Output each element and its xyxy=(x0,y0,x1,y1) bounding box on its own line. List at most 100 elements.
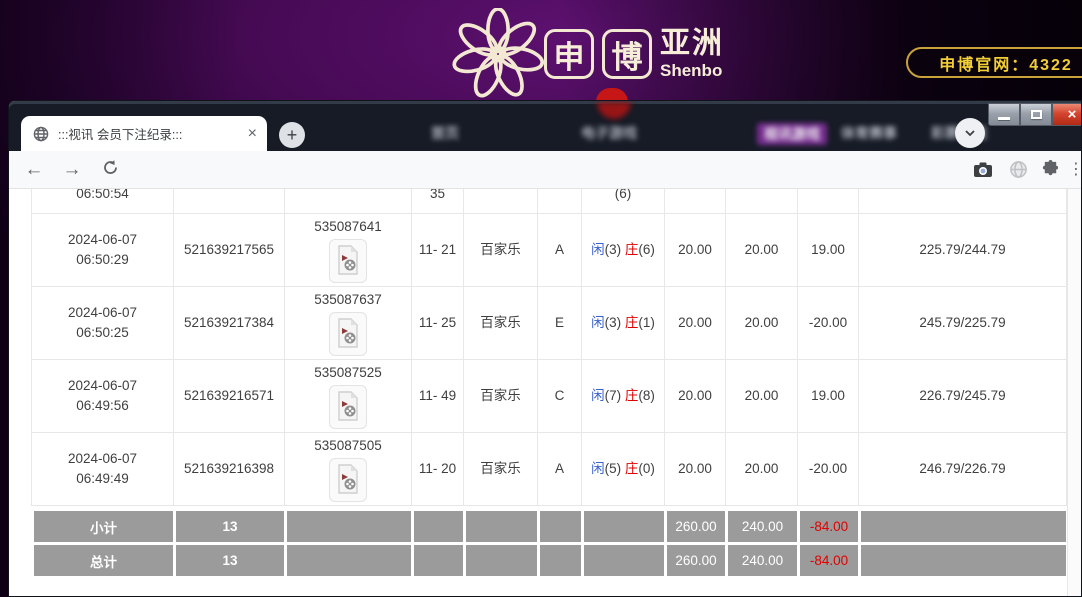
new-tab-button[interactable]: + xyxy=(279,122,305,148)
total-count: 13 xyxy=(173,542,287,579)
cell-seat: C xyxy=(537,359,582,433)
cell-valid-amount: 20.00 xyxy=(725,286,798,360)
video-file-icon[interactable] xyxy=(329,238,367,283)
subtotal-count: 13 xyxy=(173,508,287,545)
subtotal-winloss: -84.00 xyxy=(797,508,861,545)
cell-seat: E xyxy=(537,286,582,360)
chevron-down-icon xyxy=(965,130,975,137)
cell-balance: 246.79/226.79 xyxy=(858,432,1067,506)
site-nav-sports[interactable]: 体育赛事 xyxy=(841,125,897,141)
cell-table-fragment: 35 xyxy=(429,189,446,201)
total-label: 总计 xyxy=(31,542,176,579)
forward-button[interactable]: → xyxy=(62,159,82,180)
extensions-puzzle-icon[interactable] xyxy=(1041,160,1061,180)
video-file-icon[interactable] xyxy=(329,384,367,429)
tab-title: :::视讯 会员下注纪录::: xyxy=(58,128,183,142)
browser-toolbar: ← → tiexian.tel/ipl/portal.php/game/betr… xyxy=(9,151,1081,234)
subtotal-row: 小计 13 260.00 240.00 -84.00 xyxy=(31,508,1067,545)
camera-icon[interactable] xyxy=(973,160,993,180)
summary-table: 小计 13 260.00 240.00 -84.00 总计 13 260.00 … xyxy=(31,508,1067,579)
cell-game: 百家乐 xyxy=(463,213,538,287)
subtotal-amount: 260.00 xyxy=(664,508,728,545)
cell-video: 535087641 xyxy=(284,213,412,287)
cell-balance: 245.79/225.79 xyxy=(858,286,1067,360)
cell-bet-detail: 闲(5) 庄(0) xyxy=(581,432,665,506)
logo-char-shen: 申 xyxy=(544,29,594,79)
nav-fan-icon-blurred xyxy=(597,102,631,119)
bet-record-table: 06:50:54 35 (6) xyxy=(31,189,1067,506)
cell-valid-amount: 20.00 xyxy=(725,359,798,433)
reload-icon xyxy=(103,160,117,174)
cell-winloss: -20.00 xyxy=(797,286,859,360)
cell-bet-id: 521639216571 xyxy=(173,359,285,433)
cell-game: 百家乐 xyxy=(463,359,538,433)
logo-char-bo: 博 xyxy=(602,29,652,79)
cell-datetime: 2024-06-07 06:50:25 xyxy=(31,286,174,360)
bet-record-table-wrap: 06:50:54 35 (6) xyxy=(31,189,1067,582)
cell-datetime: 2024-06-07 06:49:49 xyxy=(31,432,174,506)
cell-time-fragment: 06:50:54 xyxy=(76,189,129,201)
tab-search-chevron-button[interactable] xyxy=(955,118,985,148)
cell-game: 百家乐 xyxy=(463,286,538,360)
cell-valid-amount: 20.00 xyxy=(725,213,798,287)
cell-table-no: 11- 21 xyxy=(411,213,464,287)
site-nav-live-casino[interactable]: 视讯游戏 xyxy=(757,123,827,145)
site-logo: 申 博 亚洲 Shenbo xyxy=(452,6,762,102)
video-file-icon[interactable] xyxy=(329,311,367,356)
cell-bet-detail: 闲(3) 庄(6) xyxy=(581,213,665,287)
total-winloss: -84.00 xyxy=(797,542,861,579)
official-site-badge: 申博官网：4322 xyxy=(906,47,1082,78)
total-amount: 260.00 xyxy=(664,542,728,579)
window-close-button[interactable]: × xyxy=(1052,103,1081,126)
tab-close-icon[interactable]: × xyxy=(247,124,257,142)
table-row: 2024-06-07 06:49:56 521639216571 53508752… xyxy=(31,359,1067,433)
browser-window: 首页 电子游戏 视讯游戏 体育赛事 彩票游戏 :::视讯 会员下注纪录::: ×… xyxy=(8,100,1082,597)
site-nav-slots[interactable]: 电子游戏 xyxy=(581,125,637,141)
table-row: 2024-06-07 06:49:49 521639216398 53508750… xyxy=(31,432,1067,506)
cell-bet-id: 521639217565 xyxy=(173,213,285,287)
logo-english-text: Shenbo xyxy=(660,61,723,80)
site-nav-home[interactable]: 首页 xyxy=(431,125,459,141)
vertical-scrollbar[interactable] xyxy=(1067,189,1081,596)
cell-bet-amount-link[interactable]: 20.00 xyxy=(664,213,726,287)
cell-bet-amount-link[interactable]: 20.00 xyxy=(664,432,726,506)
browser-tab[interactable]: :::视讯 会员下注纪录::: × xyxy=(21,116,267,151)
cell-datetime: 2024-06-07 06:49:56 xyxy=(31,359,174,433)
video-file-icon[interactable] xyxy=(329,457,367,502)
subtotal-valid: 240.00 xyxy=(725,508,800,545)
cell-seat: A xyxy=(537,213,582,287)
table-row: 2024-06-07 06:50:29 521639217565 53508764… xyxy=(31,213,1067,287)
back-button[interactable]: ← xyxy=(24,159,44,180)
subtotal-label: 小计 xyxy=(31,508,176,545)
cell-table-no: 11- 25 xyxy=(411,286,464,360)
cell-balance: 226.79/245.79 xyxy=(858,359,1067,433)
cell-bet-detail: 闲(7) 庄(8) xyxy=(581,359,665,433)
browser-tab-strip: 首页 电子游戏 视讯游戏 体育赛事 彩票游戏 :::视讯 会员下注纪录::: ×… xyxy=(9,101,1081,151)
table-row: 2024-06-07 06:50:25 521639217384 53508763… xyxy=(31,286,1067,360)
window-minimize-button[interactable] xyxy=(988,103,1020,126)
cell-valid-amount: 20.00 xyxy=(725,432,798,506)
cell-video: 535087637 xyxy=(284,286,412,360)
cell-bet-fragment: (6) xyxy=(614,189,632,201)
window-maximize-button[interactable] xyxy=(1020,103,1052,126)
browser-menu-dots-icon[interactable]: ⋮ xyxy=(1065,159,1081,181)
total-valid: 240.00 xyxy=(725,542,800,579)
cell-winloss: -20.00 xyxy=(797,432,859,506)
cell-table-no: 11- 49 xyxy=(411,359,464,433)
globe-icon xyxy=(33,126,49,141)
page-content: 06:50:54 35 (6) xyxy=(9,189,1081,596)
cell-seat: A xyxy=(537,432,582,506)
cell-bet-amount-link[interactable]: 20.00 xyxy=(664,286,726,360)
nav-fan-icon xyxy=(596,88,628,102)
total-row: 总计 13 260.00 240.00 -84.00 xyxy=(31,542,1067,579)
cell-video: 535087505 xyxy=(284,432,412,506)
reload-button[interactable] xyxy=(99,159,121,181)
cell-bet-id: 521639217384 xyxy=(173,286,285,360)
cell-video: 535087525 xyxy=(284,359,412,433)
cell-balance: 225.79/244.79 xyxy=(858,213,1067,287)
cell-table-no: 11- 20 xyxy=(411,432,464,506)
cell-bet-amount-link[interactable]: 20.00 xyxy=(664,359,726,433)
cell-datetime: 2024-06-07 06:50:29 xyxy=(31,213,174,287)
cell-game: 百家乐 xyxy=(463,432,538,506)
globe-extension-icon[interactable] xyxy=(1009,160,1029,180)
